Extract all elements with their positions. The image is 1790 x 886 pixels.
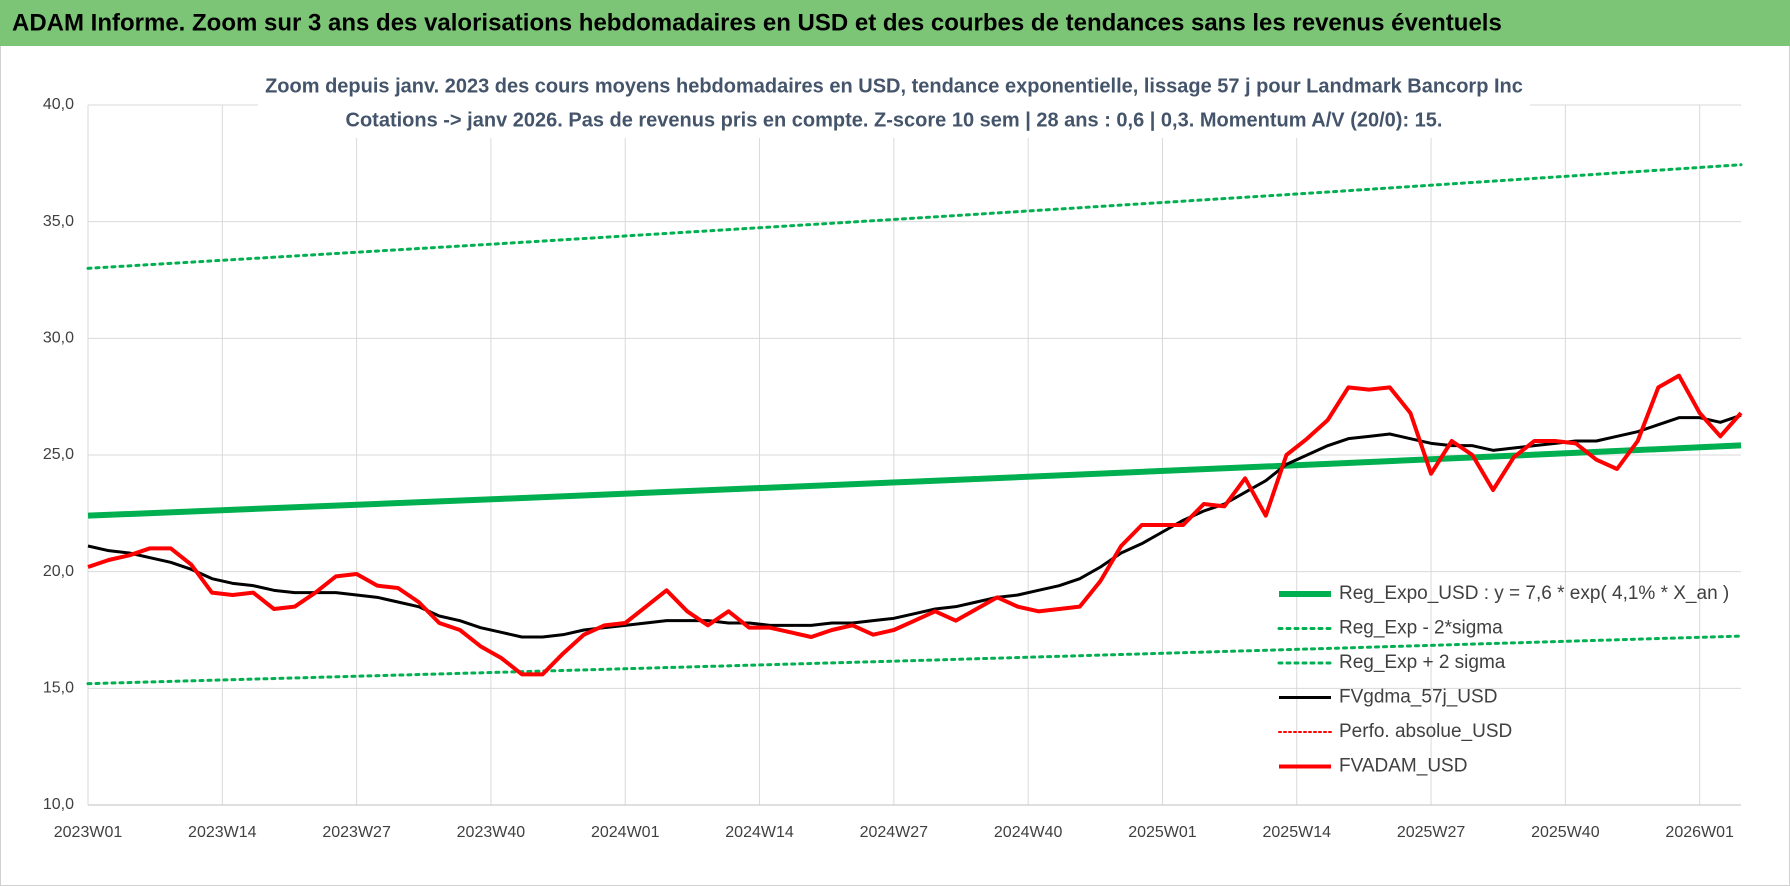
series-line [87,442,1742,519]
series-line [87,373,1743,677]
x-tick-label: 2024W01 [591,824,660,841]
legend-label: Perfo. absolue_USD [1339,721,1512,742]
chart-subtitle: Cotations -> janv 2026. Pas de revenus p… [346,109,1443,131]
header-title: ADAM Informe. Zoom sur 3 ans des valoris… [12,9,1502,36]
x-tick-label: 2024W27 [860,824,929,841]
y-tick-label: 25,0 [43,446,74,463]
x-tick-label: 2023W01 [54,824,123,841]
x-tick-label: 2023W27 [322,824,391,841]
x-tick-label: 2025W14 [1263,824,1332,841]
legend-label: FVgdma_57j_USD [1339,687,1497,708]
x-tick-label: 2024W40 [994,824,1063,841]
legend-label: Reg_Exp - 2*sigma [1339,618,1503,639]
y-tick-label: 15,0 [43,680,74,697]
legend-label: Reg_Exp + 2 sigma [1339,652,1506,673]
y-tick-label: 40,0 [43,96,74,113]
x-tick-label: 2025W01 [1128,824,1197,841]
x-tick-label: 2026W01 [1665,824,1734,841]
title-background [258,68,1530,138]
y-tick-label: 35,0 [43,213,74,230]
series-line [86,634,1743,686]
header-band [0,0,1790,46]
y-tick-label: 30,0 [43,330,74,347]
x-tick-label: 2023W14 [188,824,257,841]
legend-label: FVADAM_USD [1339,756,1467,777]
legend-label: Reg_Expo_USD : y = 7,6 * exp( 4,1% * X_a… [1339,583,1729,604]
x-tick-label: 2025W27 [1397,824,1466,841]
y-tick-label: 20,0 [43,563,74,580]
x-tick-label: 2025W40 [1531,824,1600,841]
chart-title: Zoom depuis janv. 2023 des cours moyens … [265,75,1523,97]
x-tick-label: 2024W14 [725,824,794,841]
series-line [86,163,1743,270]
series-line [87,413,1742,639]
y-tick-label: 10,0 [43,796,74,813]
x-tick-label: 2023W40 [457,824,526,841]
